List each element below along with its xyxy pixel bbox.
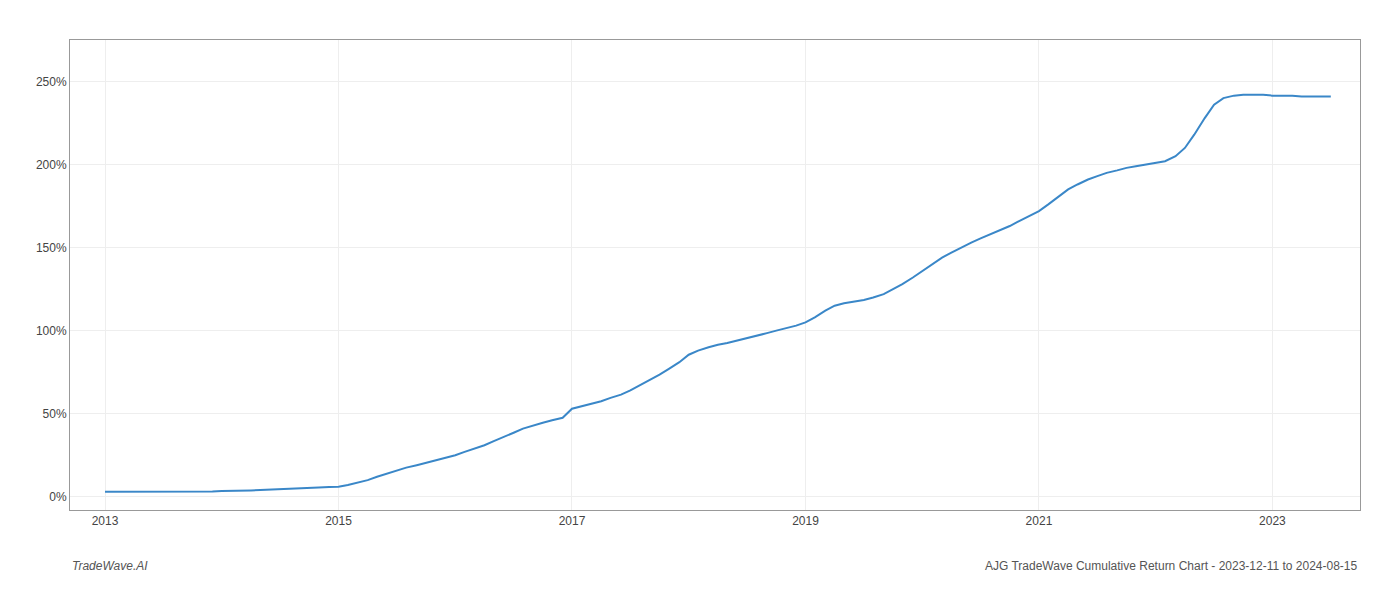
svg-text:2021: 2021 bbox=[1026, 514, 1053, 528]
svg-text:2015: 2015 bbox=[325, 514, 352, 528]
svg-text:TradeWave.AI: TradeWave.AI bbox=[72, 559, 148, 573]
svg-text:150%: 150% bbox=[36, 241, 67, 255]
svg-text:250%: 250% bbox=[36, 75, 67, 89]
svg-text:2017: 2017 bbox=[559, 514, 586, 528]
svg-text:2019: 2019 bbox=[792, 514, 819, 528]
svg-text:50%: 50% bbox=[43, 407, 67, 421]
svg-text:100%: 100% bbox=[36, 324, 67, 338]
svg-text:2023: 2023 bbox=[1259, 514, 1286, 528]
svg-text:0%: 0% bbox=[49, 490, 67, 504]
svg-text:200%: 200% bbox=[36, 158, 67, 172]
svg-text:2013: 2013 bbox=[92, 514, 119, 528]
svg-text:AJG TradeWave Cumulative Retur: AJG TradeWave Cumulative Return Chart - … bbox=[985, 559, 1358, 573]
